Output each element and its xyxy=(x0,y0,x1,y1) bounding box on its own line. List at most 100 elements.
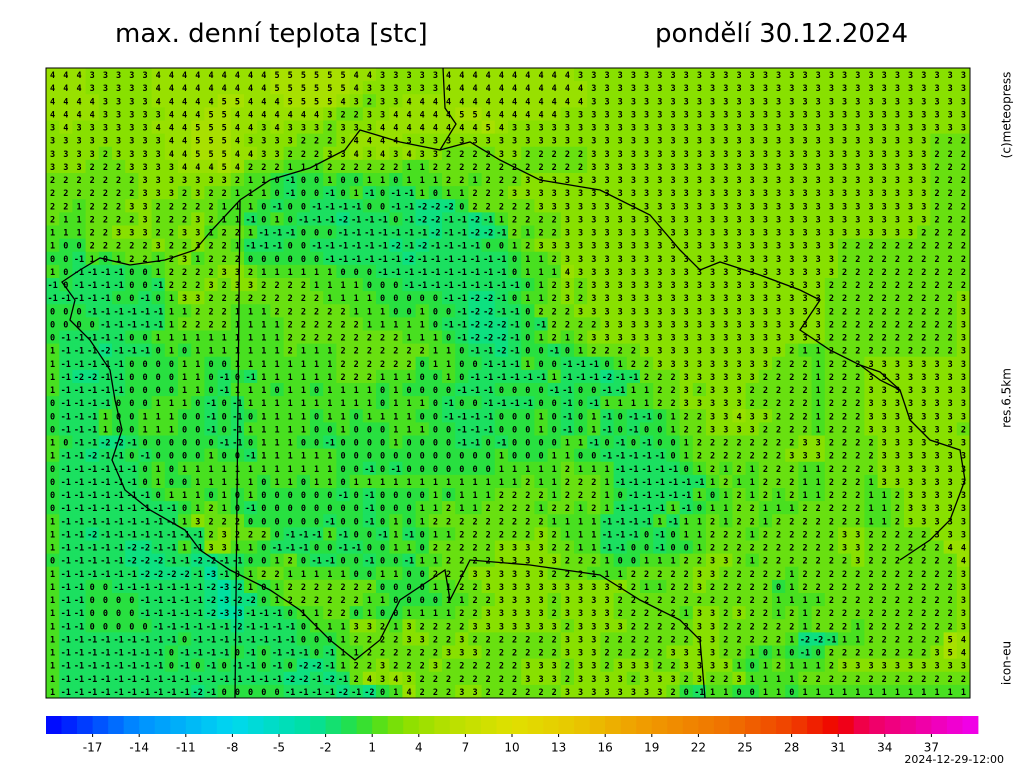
temperature-label: 1 xyxy=(446,360,451,370)
temperature-cell xyxy=(323,94,337,108)
temperature-label: 3 xyxy=(644,334,649,344)
temperature-label: -2 xyxy=(483,229,493,239)
temperature-label: -1 xyxy=(285,176,295,186)
temperature-cell xyxy=(230,68,245,82)
temperature-label: 2 xyxy=(552,215,557,225)
temperature-label: 1 xyxy=(393,320,398,330)
temperature-cell xyxy=(125,107,139,121)
temperature-label: 2 xyxy=(367,163,372,173)
temperature-label: 3 xyxy=(750,71,755,81)
temperature-label: 3 xyxy=(565,229,570,239)
temperature-label: 2 xyxy=(934,176,939,186)
temperature-label: 2 xyxy=(961,189,966,199)
temperature-label: 3 xyxy=(552,189,557,199)
temperature-label: 2 xyxy=(908,255,913,265)
temperature-label: 2 xyxy=(90,176,95,186)
temperature-label: 3 xyxy=(736,281,741,291)
temperature-label: 3 xyxy=(776,202,781,212)
temperature-label: 3 xyxy=(116,124,121,134)
temperature-label: 3 xyxy=(538,137,543,147)
temperature-label: 3 xyxy=(750,110,755,120)
temperature-label: 1 xyxy=(182,360,187,370)
temperature-label: 4 xyxy=(512,84,517,94)
temperature-label: 4 xyxy=(525,110,530,120)
temperature-label: 2 xyxy=(855,255,860,265)
temperature-label: 3 xyxy=(882,150,887,160)
temperature-label: 0 xyxy=(433,294,438,304)
temperature-label: 3 xyxy=(710,307,715,317)
temperature-label: 2 xyxy=(934,268,939,278)
temperature-cell xyxy=(138,68,153,82)
temperature-label: 2 xyxy=(855,320,860,330)
temperature-cell xyxy=(336,68,351,82)
temperature-label: 1 xyxy=(261,189,266,199)
temperature-label: 3 xyxy=(631,229,636,239)
temperature-label: 3 xyxy=(657,163,662,173)
temperature-label: 2 xyxy=(380,334,385,344)
temperature-label: 2 xyxy=(433,163,438,173)
temperature-label: -1 xyxy=(61,373,71,383)
temperature-cell xyxy=(98,68,113,82)
temperature-label: 3 xyxy=(750,215,755,225)
temperature-label: 3 xyxy=(644,215,649,225)
temperature-label: 4 xyxy=(76,97,81,107)
temperature-label: 3 xyxy=(948,110,953,120)
temperature-cell xyxy=(481,81,496,95)
temperature-label: 3 xyxy=(855,110,860,120)
temperature-label: 3 xyxy=(829,229,834,239)
temperature-label: 5 xyxy=(288,71,293,81)
temperature-label: 3 xyxy=(367,110,372,120)
temperature-label: 0 xyxy=(208,373,213,383)
temperature-label: 2 xyxy=(908,281,913,291)
temperature-label: 4 xyxy=(486,71,491,81)
temperature-label: 4 xyxy=(235,150,240,160)
temperature-label: 3 xyxy=(670,150,675,160)
temperature-label: 3 xyxy=(908,124,913,134)
temperature-label: -1 xyxy=(113,307,123,317)
temperature-cell xyxy=(336,81,351,95)
temperature-label: 2 xyxy=(288,281,293,291)
temperature-label: 0 xyxy=(142,373,147,383)
temperature-label: 3 xyxy=(776,110,781,120)
temperature-cell xyxy=(204,68,219,82)
temperature-label: 2 xyxy=(248,294,253,304)
temperature-label: 3 xyxy=(842,84,847,94)
temperature-label: 3 xyxy=(697,347,702,357)
temperature-label: 3 xyxy=(710,189,715,199)
temperature-label: 3 xyxy=(657,294,662,304)
temperature-label: 1 xyxy=(406,334,411,344)
temperature-cell xyxy=(547,81,562,95)
temperature-label: 5 xyxy=(327,84,332,94)
temperature-label: 3 xyxy=(736,347,741,357)
temperature-label: 2 xyxy=(301,307,306,317)
temperature-label: 4 xyxy=(182,110,187,120)
temperature-label: 2 xyxy=(512,215,517,225)
temperature-label: -1 xyxy=(113,347,123,357)
temperature-cell xyxy=(534,81,549,95)
temperature-label: 2 xyxy=(116,176,121,186)
temperature-label: 3 xyxy=(116,97,121,107)
temperature-cell xyxy=(85,94,100,108)
temperature-label: 2 xyxy=(459,150,464,160)
temperature-cell xyxy=(547,94,562,108)
temperature-label: 3 xyxy=(591,176,596,186)
temperature-label: 4 xyxy=(222,71,227,81)
temperature-label: 2 xyxy=(50,176,55,186)
temperature-label: 3 xyxy=(736,334,741,344)
temperature-label: 3 xyxy=(776,229,781,239)
temperature-cell xyxy=(679,81,694,95)
temperature-label: 1 xyxy=(76,229,81,239)
temperature-label: 2 xyxy=(76,176,81,186)
temperature-cell xyxy=(613,94,628,108)
temperature-label: 3 xyxy=(644,242,649,252)
temperature-label: 3 xyxy=(684,189,689,199)
temperature-label: 3 xyxy=(948,124,953,134)
temperature-label: -1 xyxy=(404,229,414,239)
temperature-label: 2 xyxy=(921,268,926,278)
temperature-label: 3 xyxy=(169,163,174,173)
temperature-label: 3 xyxy=(76,163,81,173)
temperature-cell xyxy=(600,81,615,95)
temperature-label: 3 xyxy=(763,189,768,199)
temperature-label: 2 xyxy=(288,347,293,357)
